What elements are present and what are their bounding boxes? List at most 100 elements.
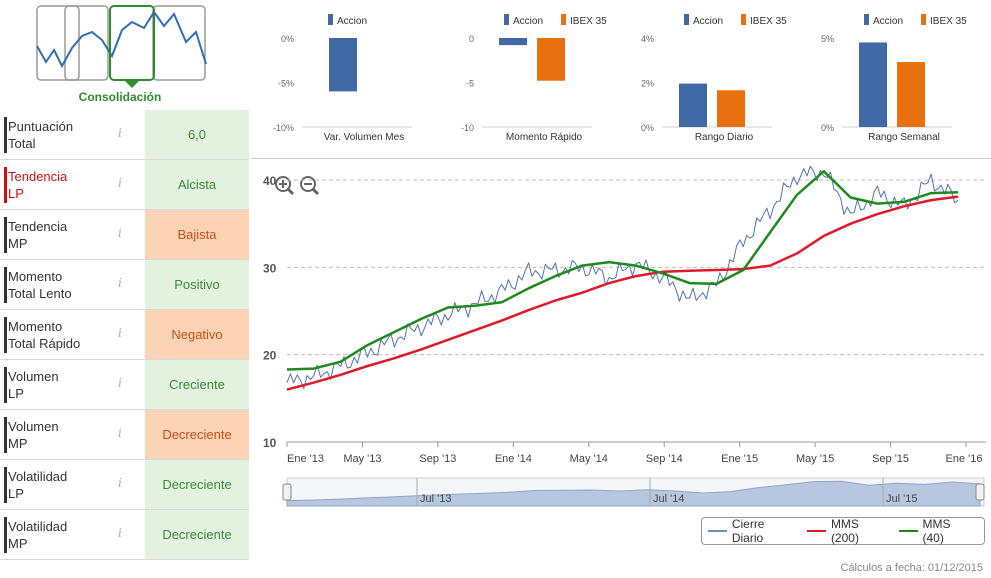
metric-row: Tendencia LP i Alcista	[0, 160, 249, 210]
zoom-in-icon[interactable]	[275, 176, 295, 196]
legend-label-mms40: MMS (40)	[922, 517, 951, 545]
legend-swatch	[921, 14, 926, 25]
metric-name-line1: Tendencia	[8, 219, 68, 234]
metric-name-line1: Volumen	[8, 369, 59, 384]
metric-marker	[4, 517, 7, 553]
mini-chart-title: Rango Semanal	[868, 132, 940, 143]
legend-label[interactable]: IBEX 35	[750, 16, 787, 27]
metric-value: Alcista	[145, 160, 249, 209]
mini-chart-volumen: Accion 0% -5% -10% Var. Volumen Mes	[252, 0, 432, 150]
metric-marker	[4, 317, 7, 353]
legend-item-mms40[interactable]: MMS (40)	[898, 517, 972, 545]
phase-thumb-4[interactable]	[152, 5, 206, 81]
info-icon[interactable]: i	[118, 226, 122, 240]
navigator-handle-left[interactable]	[282, 483, 292, 501]
navigator-label: Jul '14	[653, 493, 684, 505]
legend-label[interactable]: IBEX 35	[570, 16, 607, 27]
metric-name-line1: Volatilidad	[8, 519, 68, 534]
bar-accion	[679, 83, 707, 127]
metric-value: Decreciente	[145, 410, 249, 459]
metric-name-line1: Momento	[8, 269, 63, 284]
info-icon[interactable]: i	[118, 276, 122, 290]
metric-name-line2: MP	[8, 536, 28, 551]
y-tick-label: 0	[469, 34, 474, 44]
info-icon[interactable]: i	[118, 476, 122, 490]
x-axis-label: Ene '13	[287, 453, 324, 465]
calculation-date: Cálculos a fecha: 01/12/2015	[840, 562, 984, 574]
legend-label-mms200: MMS (200)	[830, 517, 859, 545]
info-icon[interactable]: i	[118, 526, 122, 540]
legend-item-mms200[interactable]: MMS (200)	[807, 517, 887, 545]
series-mms-200-	[286, 195, 959, 391]
metric-name: Volatilidad LP	[8, 468, 108, 502]
legend-swatch	[684, 14, 689, 25]
phase-thumb-2[interactable]	[64, 5, 109, 81]
metric-name-line2: MP	[8, 236, 28, 251]
phase-selector[interactable]	[36, 4, 208, 108]
price-chart[interactable]: 40 30 20 10 Ene '13 May '13 Sep '13 Ene '14 May …	[251, 160, 991, 556]
metric-name: Puntuación Total	[8, 118, 108, 152]
metric-name-line2: LP	[8, 486, 24, 501]
info-icon[interactable]: i	[118, 126, 122, 140]
bar-accion	[329, 38, 357, 92]
navigator-area	[286, 480, 981, 507]
x-axis-label: Ene '15	[721, 453, 758, 465]
info-icon[interactable]: i	[118, 376, 122, 390]
metric-name-line1: Volatilidad	[8, 469, 68, 484]
y-tick-label: 5%	[821, 34, 834, 44]
metric-marker	[4, 367, 7, 403]
y-axis-label: 40	[263, 174, 277, 188]
metric-row: Momento Total Rápido i Negativo	[0, 310, 249, 360]
info-icon[interactable]: i	[118, 176, 122, 190]
metric-name-line1: Momento	[8, 319, 63, 334]
legend-label-close: Cierre Diario	[731, 517, 765, 545]
metric-row: Volatilidad MP i Decreciente	[0, 510, 249, 560]
metric-marker	[4, 467, 7, 503]
metric-marker	[4, 217, 7, 253]
metric-row: Volumen LP i Creciente	[0, 360, 249, 410]
bar-accion	[499, 38, 527, 46]
metric-name: Tendencia MP	[8, 218, 108, 252]
metric-row: Momento Total Lento i Positivo	[0, 260, 249, 310]
metric-value: Negativo	[145, 310, 249, 359]
legend-swatch-close	[708, 530, 727, 532]
metric-name-line1: Volumen	[8, 419, 59, 434]
mini-chart-rango-semanal: Accion IBEX 35 5% 0% Rango Semanal	[792, 0, 982, 150]
metric-row: Volumen MP i Decreciente	[0, 410, 249, 460]
legend-label[interactable]: Accion	[873, 16, 903, 27]
legend-swatch-mms200	[807, 530, 826, 532]
legend-swatch	[864, 14, 869, 25]
legend-label[interactable]: IBEX 35	[930, 16, 967, 27]
phase-thumb-1[interactable]	[36, 5, 80, 81]
metric-name-line2: Total Lento	[8, 286, 72, 301]
legend-label[interactable]: Accion	[513, 16, 543, 27]
metric-value: Decreciente	[145, 510, 249, 559]
y-axis-label: 30	[263, 261, 277, 275]
mini-chart-rango-diario: Accion IBEX 35 4% 2% 0% Rango Diario	[612, 0, 792, 150]
metrics-table: Puntuación Total i 6,0 Tendencia LP i Alcista Te…	[0, 110, 249, 560]
legend-item-close[interactable]: Cierre Diario	[708, 517, 795, 545]
legend-swatch-mms40	[898, 530, 918, 532]
metric-name-line2: MP	[8, 436, 28, 451]
metric-name-line1: Puntuación	[8, 119, 74, 134]
mini-chart-momento: Accion IBEX 35 0 -5 -10 Momento Rápido	[432, 0, 612, 150]
series-cierre-diario	[286, 165, 959, 389]
info-icon[interactable]: i	[118, 426, 122, 440]
legend-swatch	[741, 14, 746, 25]
metric-row: Tendencia MP i Bajista	[0, 210, 249, 260]
mini-chart-title: Rango Diario	[695, 132, 754, 143]
x-axis-label: May '15	[796, 453, 834, 465]
legend-label[interactable]: Accion	[693, 16, 723, 27]
metric-name-line1: Tendencia	[8, 169, 68, 184]
mini-chart-title: Var. Volumen Mes	[324, 132, 404, 143]
legend-label[interactable]: Accion	[337, 16, 367, 27]
info-icon[interactable]: i	[118, 326, 122, 340]
x-axis-label: May '13	[343, 453, 381, 465]
navigator-handle-right[interactable]	[975, 483, 985, 501]
metric-name: Momento Total Rápido	[8, 318, 108, 352]
metric-name-line2: LP	[8, 186, 24, 201]
y-tick-label: -5%	[278, 79, 294, 89]
phase-selected-label: Consolidación	[78, 90, 162, 104]
metric-value: Positivo	[145, 260, 249, 309]
legend-swatch	[328, 14, 333, 25]
